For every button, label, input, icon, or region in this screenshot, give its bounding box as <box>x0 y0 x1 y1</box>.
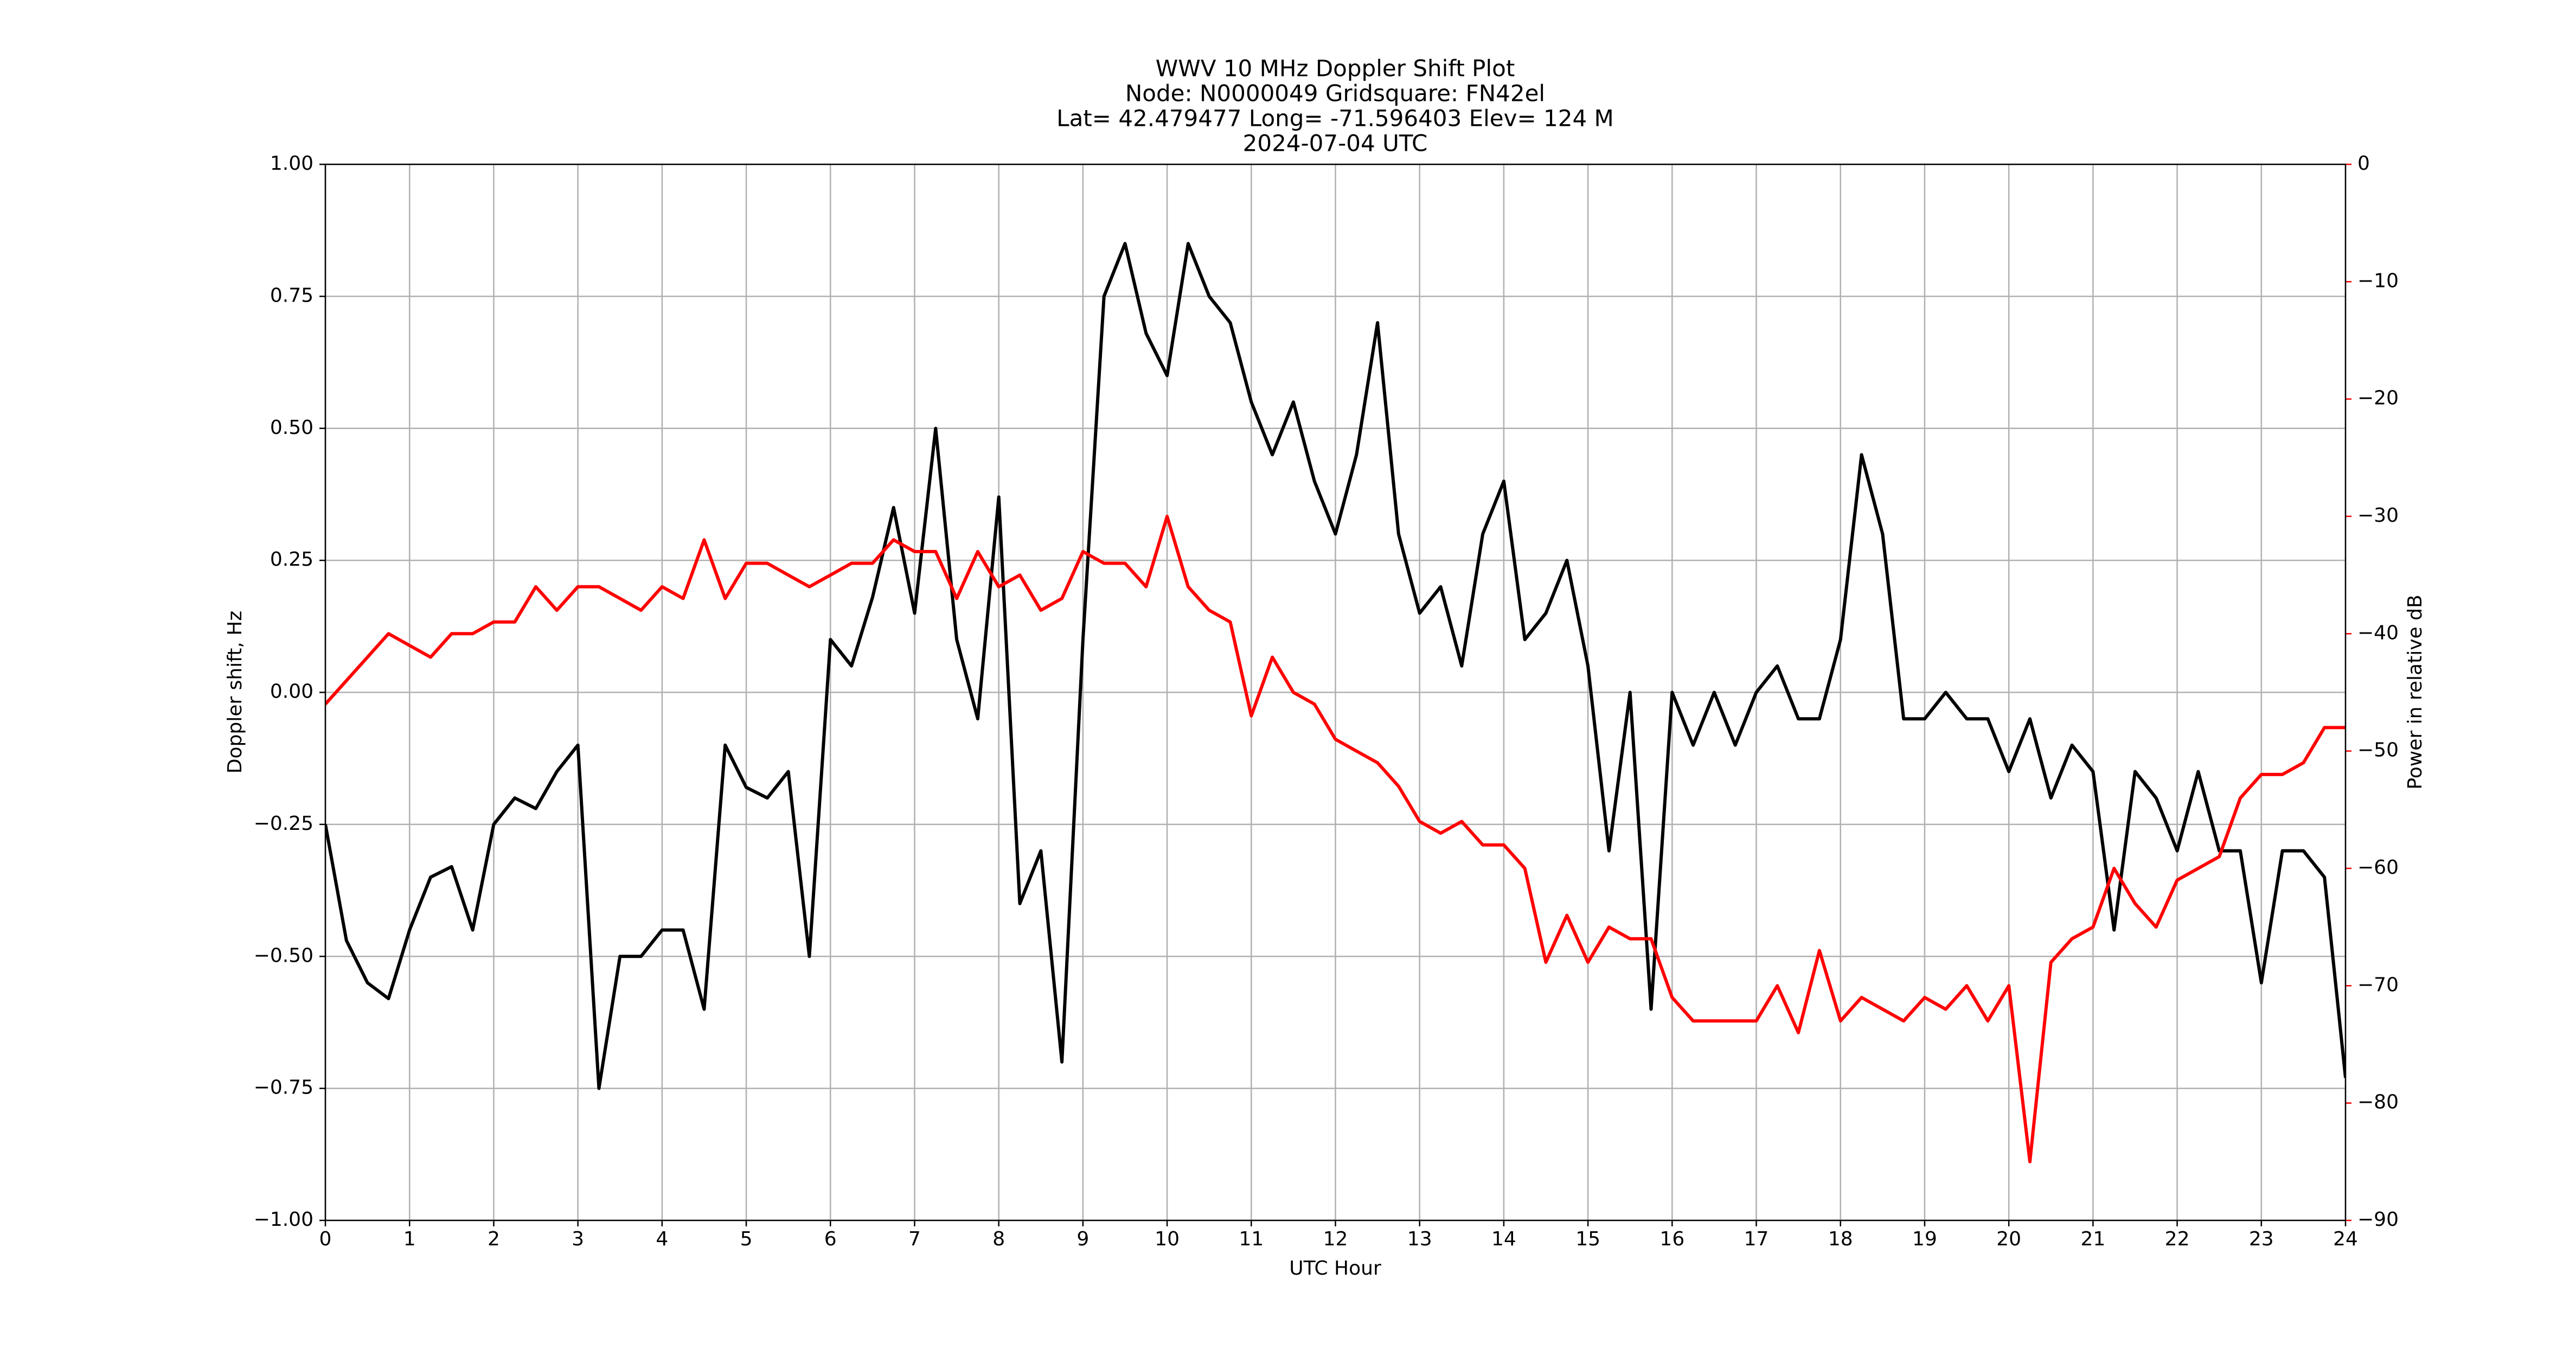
y2-axis-label: Power in relative dB <box>2404 594 2426 789</box>
y-tick-label: −1.00 <box>254 1208 313 1231</box>
x-tick-label: 19 <box>1912 1228 1937 1250</box>
x-tick-label: 17 <box>1744 1228 1769 1250</box>
x-tick-label: 0 <box>319 1228 332 1250</box>
chart-subtitle: 2024-07-04 UTC <box>1243 130 1428 157</box>
y-tick-label: 0.00 <box>270 681 313 703</box>
data-line <box>325 242 2346 1090</box>
x-tick-label: 1 <box>403 1228 416 1250</box>
y-axis-label: Doppler shift, Hz <box>224 611 246 773</box>
data-line <box>325 515 2346 1163</box>
x-tick-label: 6 <box>824 1228 837 1250</box>
y2-tick-label: −10 <box>2357 270 2399 292</box>
y2-tick-label: −80 <box>2357 1091 2399 1114</box>
x-tick-label: 22 <box>2165 1228 2190 1250</box>
y2-tick-label: −50 <box>2357 739 2399 762</box>
x-tick-label: 3 <box>572 1228 584 1250</box>
x-tick-label: 7 <box>908 1228 921 1250</box>
x-tick-label: 5 <box>740 1228 753 1250</box>
y-tick-label: −0.25 <box>254 813 313 835</box>
x-tick-label: 13 <box>1407 1228 1432 1250</box>
x-tick-label: 20 <box>1996 1228 2021 1250</box>
y-tick-label: −0.50 <box>254 944 313 967</box>
y-tick-label: 0.75 <box>270 284 313 306</box>
y2-tick-label: −20 <box>2357 387 2399 410</box>
chart-subtitle: Node: N0000049 Gridsquare: FN42el <box>1125 80 1545 107</box>
chart-title: WWV 10 MHz Doppler Shift Plot <box>1156 55 1515 82</box>
x-tick-label: 15 <box>1575 1228 1600 1250</box>
x-tick-label: 23 <box>2249 1228 2274 1250</box>
x-tick-label: 8 <box>992 1228 1005 1250</box>
x-tick-label: 10 <box>1155 1228 1180 1250</box>
x-tick-label: 18 <box>1828 1228 1853 1250</box>
x-tick-label: 12 <box>1323 1228 1348 1250</box>
x-tick-label: 2 <box>488 1228 500 1250</box>
y2-tick-label: −60 <box>2357 856 2399 879</box>
y2-tick-label: −30 <box>2357 504 2399 527</box>
x-tick-label: 14 <box>1491 1228 1516 1250</box>
y-tick-label: 0.50 <box>270 417 313 439</box>
y2-tick-label: 0 <box>2357 152 2370 175</box>
y2-tick-label: −90 <box>2357 1208 2399 1231</box>
y2-tick-label: −40 <box>2357 622 2399 644</box>
x-tick-label: 16 <box>1659 1228 1684 1250</box>
chart-subtitle: Lat= 42.479477 Long= -71.596403 Elev= 12… <box>1056 105 1614 132</box>
y-tick-label: 0.25 <box>270 548 313 571</box>
x-axis-label: UTC Hour <box>1289 1257 1381 1280</box>
x-tick-label: 4 <box>656 1228 668 1250</box>
x-tick-label: 24 <box>2333 1228 2358 1250</box>
plot-frame <box>324 163 2347 1221</box>
x-tick-label: 21 <box>2080 1228 2105 1250</box>
y-tick-label: −0.75 <box>254 1077 313 1099</box>
x-tick-label: 9 <box>1076 1228 1089 1250</box>
y2-tick-label: −70 <box>2357 974 2399 996</box>
x-tick-label: 11 <box>1239 1228 1264 1250</box>
y-tick-label: 1.00 <box>270 152 313 175</box>
